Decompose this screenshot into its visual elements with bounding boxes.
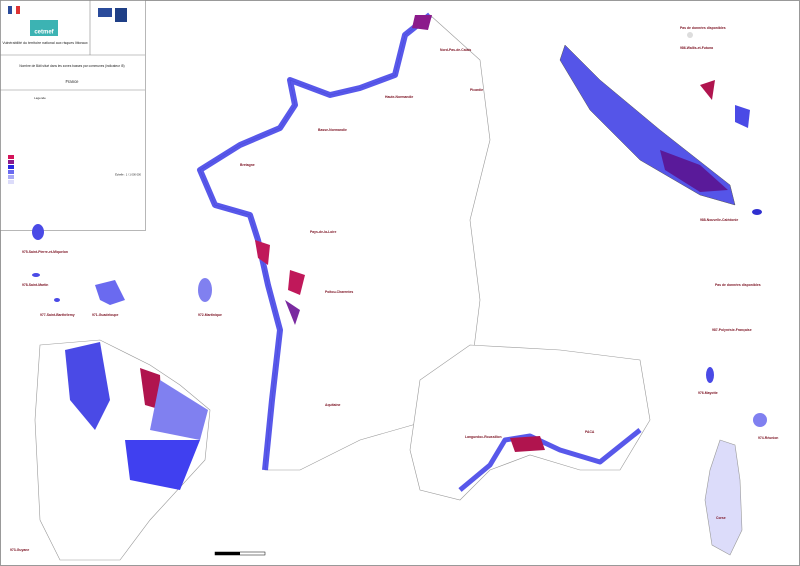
label: Corse [716, 516, 726, 520]
header-panel: cetmef Vulnérabilité du territoire natio… [0, 0, 146, 231]
label: 978-Saint-Martin [22, 283, 48, 287]
label: 972-Martinique [198, 313, 222, 317]
title: Vulnérabilité du territoire national aux… [2, 41, 88, 45]
subtitle: Nombre de Bâti situé dans les zones bass… [19, 64, 124, 68]
label: 988-Nouvelle-Calédonie [700, 218, 738, 222]
label: PACA [585, 430, 595, 434]
nouvelle-caledonie [559, 44, 762, 215]
label: 976-Mayotte [698, 391, 718, 395]
label: Pas de données disponibles [680, 26, 726, 30]
guyane [34, 339, 211, 561]
label: 971-Guadeloupe [92, 313, 118, 317]
france-atlantic [197, 12, 491, 471]
label: 977-Saint-Barthélemy [40, 313, 75, 317]
corse [704, 439, 743, 556]
label: 973-Guyane [10, 548, 29, 552]
label: Picardie [470, 88, 483, 92]
labels: Nord-Pas-de-Calais Picardie Haute-Norman… [10, 26, 778, 552]
label: 975-Saint-Pierre-et-Miquelon [22, 250, 68, 254]
label: Poitou-Charentes [325, 290, 353, 294]
label: 987-Polynésie-Française [712, 328, 752, 332]
logo: cetmef [34, 30, 54, 36]
label: Languedoc-Roussillon [465, 435, 502, 439]
label: Nord-Pas-de-Calais [440, 48, 471, 52]
label: Basse-Normandie [318, 128, 347, 132]
scale-bar [214, 551, 266, 556]
france-mediterranean [409, 344, 651, 501]
label: 986-Wallis-et-Futuna [680, 46, 713, 50]
region: France [65, 79, 79, 84]
label: Bretagne [240, 163, 255, 167]
label: Pas de données disponibles [715, 283, 761, 287]
label: Aquitaine [325, 403, 341, 407]
islands [32, 32, 767, 427]
label: Haute-Normandie [385, 95, 413, 99]
label: Pays-de-la-Loire [310, 230, 336, 234]
label: 974-Réunion [758, 436, 778, 440]
legend-title: Légende [34, 96, 46, 100]
scale: Échelle : 1 / 1 000 000 [115, 172, 141, 177]
